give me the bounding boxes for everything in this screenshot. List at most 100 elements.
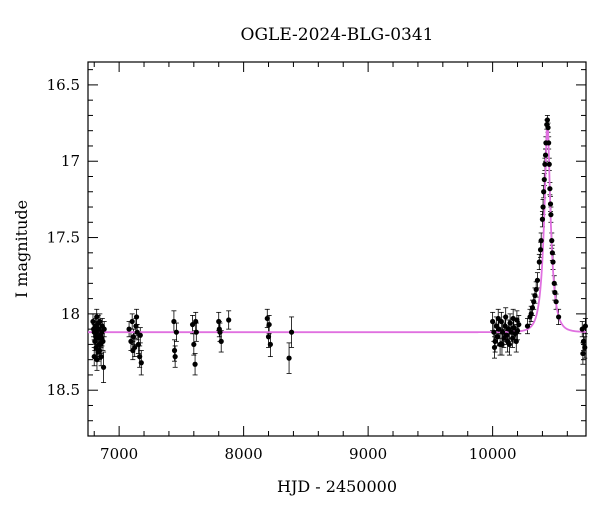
data-point [130, 347, 136, 354]
data-point [538, 238, 544, 244]
data-point [550, 259, 556, 265]
data-point [514, 328, 521, 334]
data-point [546, 140, 552, 146]
x-axis-label: HJD - 2450000 [277, 477, 397, 496]
data-point [541, 176, 547, 183]
data-point [226, 317, 232, 323]
data-point [216, 326, 222, 332]
data-point [544, 117, 551, 123]
data-point [172, 354, 178, 360]
data-point [286, 355, 292, 361]
data-point [503, 314, 509, 320]
data-point [130, 334, 137, 340]
data-point [549, 250, 555, 256]
chart-title: OGLE-2024-BLG-0341 [241, 25, 434, 45]
data-point [126, 326, 132, 332]
data-points [90, 117, 588, 370]
data-point [495, 315, 501, 322]
data-point [138, 360, 144, 366]
data-point [499, 329, 506, 335]
data-point [495, 334, 501, 340]
data-point [96, 335, 102, 341]
data-point [267, 341, 273, 348]
data-point [503, 332, 509, 338]
data-point [216, 318, 222, 325]
data-point [92, 338, 98, 344]
data-point [545, 125, 551, 131]
data-point [580, 338, 587, 344]
data-point [552, 289, 558, 296]
data-point [540, 204, 546, 210]
data-point [531, 299, 537, 305]
data-point [171, 318, 177, 325]
data-point [129, 318, 135, 325]
y-axis-label: I magnitude [12, 200, 31, 298]
data-point [100, 364, 107, 370]
data-point [548, 212, 554, 218]
data-point [288, 329, 295, 335]
error-bars [90, 115, 588, 383]
data-point [546, 161, 552, 167]
data-point [101, 326, 107, 332]
axis-tick-labels: 7000 8000 9000 10000 16.5 17 17.5 18 18.5 [47, 76, 517, 463]
data-point [490, 318, 496, 325]
data-point [553, 299, 559, 305]
y-tick-label: 17.5 [47, 229, 80, 247]
data-point [95, 320, 101, 326]
x-tick-label: 7000 [100, 445, 138, 463]
data-point [582, 323, 588, 329]
data-point [547, 186, 553, 192]
data-point [266, 321, 272, 328]
data-point [532, 292, 538, 299]
x-tick-label: 8000 [225, 445, 263, 463]
data-point [96, 347, 103, 354]
data-point [137, 354, 143, 360]
model-curve [88, 122, 587, 334]
data-point [542, 161, 548, 167]
data-point [93, 329, 100, 335]
x-tick-label: 9000 [349, 445, 387, 463]
data-point [264, 315, 270, 322]
data-point [551, 280, 557, 286]
plot-frame [87, 61, 587, 437]
data-point [514, 317, 520, 323]
data-point [137, 332, 143, 338]
data-point [491, 344, 498, 351]
data-point [191, 341, 197, 348]
data-point [549, 238, 555, 244]
data-point [533, 286, 539, 293]
y-tick-label: 16.5 [47, 76, 80, 94]
data-point [524, 323, 531, 329]
data-point [90, 318, 96, 325]
data-point [516, 321, 522, 328]
data-point [192, 361, 198, 367]
data-point [128, 338, 134, 344]
data-point [133, 314, 140, 320]
data-point [542, 152, 549, 158]
x-tick-label: 10000 [469, 445, 517, 463]
data-point [539, 216, 546, 222]
data-point [507, 320, 513, 326]
y-tick-label: 17 [61, 152, 80, 170]
data-point [513, 338, 519, 344]
axis-ticks [88, 62, 586, 437]
data-point [171, 347, 178, 354]
data-point [534, 277, 541, 283]
data-point [536, 259, 542, 265]
data-point [582, 344, 588, 351]
data-point [528, 311, 534, 317]
data-point [506, 341, 513, 348]
data-point [135, 341, 142, 348]
data-point [496, 326, 502, 332]
data-point [547, 201, 554, 207]
data-point [98, 354, 104, 360]
y-tick-label: 18 [61, 305, 80, 323]
data-point [509, 335, 516, 341]
data-point [492, 338, 498, 344]
data-point [133, 323, 139, 329]
data-point [98, 341, 104, 348]
data-point [193, 329, 199, 335]
data-point [502, 323, 508, 329]
data-point [94, 314, 100, 320]
